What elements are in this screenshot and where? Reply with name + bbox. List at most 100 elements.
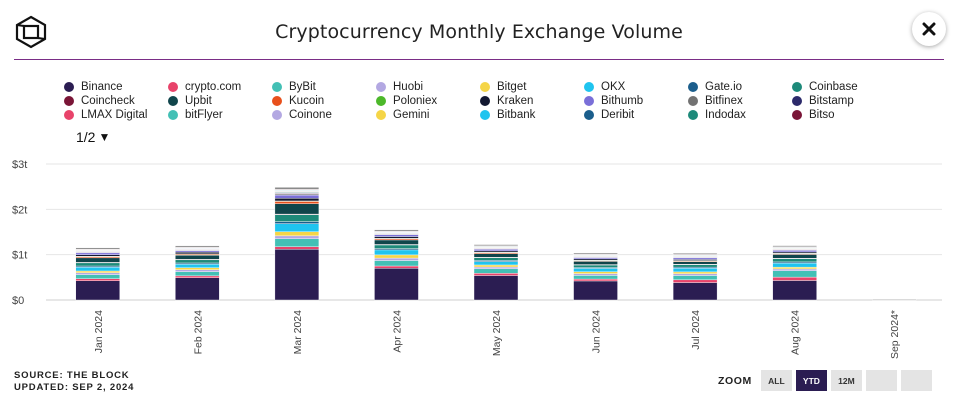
legend-item[interactable]: Gate.io xyxy=(688,81,742,93)
bar-segment xyxy=(374,254,419,259)
bar-segment xyxy=(772,276,817,281)
bar-segment xyxy=(75,262,120,267)
bar-segment xyxy=(175,259,220,264)
legend-swatch xyxy=(792,110,802,120)
legend-swatch xyxy=(584,96,594,106)
bar-segment xyxy=(374,268,419,301)
bar-segment xyxy=(672,268,718,273)
bar-segment xyxy=(473,249,519,252)
bar-segment xyxy=(274,231,320,237)
legend-item[interactable]: Gemini xyxy=(376,109,429,121)
y-tick-label: $3t xyxy=(12,159,27,171)
legend-label: Bitget xyxy=(497,81,527,93)
legend-item[interactable]: ByBit xyxy=(272,81,316,93)
zoom-controls: ZOOM ALL YTD 12M xyxy=(718,370,936,391)
legend-item[interactable]: Bitbank xyxy=(480,109,535,121)
bar-segment xyxy=(672,264,718,268)
bar-segment xyxy=(175,245,220,248)
bar-segment xyxy=(274,223,320,232)
legend-label: LMAX Digital xyxy=(81,109,148,121)
legend-item[interactable]: Coincheck xyxy=(64,95,135,107)
legend-item[interactable]: Coinbase xyxy=(792,81,858,93)
caret-down-icon[interactable]: ▼ xyxy=(98,130,111,144)
legend-swatch xyxy=(168,96,178,106)
zoom-empty-button[interactable] xyxy=(865,370,897,391)
x-tick-label: Jun 2024 xyxy=(591,310,603,353)
bar-segment xyxy=(772,268,817,271)
legend-item[interactable]: Indodax xyxy=(688,109,746,121)
zoom-empty-button[interactable] xyxy=(900,370,932,391)
legend-label: Coinbase xyxy=(809,81,858,93)
legend-item[interactable]: Bitfinex xyxy=(688,95,743,107)
bar-segment xyxy=(274,221,320,224)
bar-segment xyxy=(374,234,419,237)
legend-label: Bitfinex xyxy=(705,95,743,107)
legend-item[interactable]: Huobi xyxy=(376,81,423,93)
legend-item[interactable]: LMAX Digital xyxy=(64,109,147,121)
bar-segment xyxy=(473,266,519,270)
legend-item[interactable]: Coinone xyxy=(272,109,332,121)
x-tick-label: Aug 2024 xyxy=(790,310,802,355)
legend-item[interactable]: Kraken xyxy=(480,95,533,107)
legend-item[interactable]: OKX xyxy=(584,81,625,93)
legend-item[interactable]: Binance xyxy=(64,81,123,93)
bar-segment xyxy=(573,280,618,301)
legend-label: Kucoin xyxy=(289,95,325,107)
close-icon[interactable] xyxy=(922,22,936,36)
bar-segment xyxy=(75,257,120,263)
legend-item[interactable]: Bitstamp xyxy=(792,95,854,107)
legend-swatch xyxy=(64,110,74,120)
bar-segment xyxy=(75,278,120,281)
chart-footer: SOURCE: THE BLOCK UPDATED: SEP 2, 2024 xyxy=(14,370,134,394)
bar-segment xyxy=(175,250,220,253)
legend-swatch xyxy=(792,96,802,106)
legend-label: Coinone xyxy=(289,109,332,121)
legend-swatch xyxy=(272,96,282,106)
legend-swatch xyxy=(168,110,178,120)
bar-segment xyxy=(672,271,718,274)
legend-item[interactable]: bitFlyer xyxy=(168,109,223,121)
legend-pager[interactable]: 1/2 ▼ xyxy=(76,129,110,145)
x-tick-label: Jul 2024 xyxy=(690,310,702,350)
legend-item[interactable]: Poloniex xyxy=(376,95,437,107)
legend-page-indicator: 1/2 xyxy=(76,129,96,145)
updated-label: UPDATED: SEP 2, 2024 xyxy=(14,382,135,393)
bar-segment xyxy=(672,275,718,281)
legend-item[interactable]: Upbit xyxy=(168,95,212,107)
bar-segment xyxy=(374,260,419,267)
legend-label: ByBit xyxy=(289,81,316,93)
bar-segment xyxy=(374,249,419,256)
close-button[interactable] xyxy=(912,12,946,46)
bar-segment xyxy=(75,254,120,257)
legend-label: Indodax xyxy=(705,109,746,121)
legend-label: Huobi xyxy=(393,81,424,93)
legend-item[interactable]: Kucoin xyxy=(272,95,324,107)
legend-item[interactable]: Bitget xyxy=(480,81,526,93)
legend-swatch xyxy=(272,82,282,92)
zoom-ytd-button[interactable]: YTD xyxy=(795,370,827,391)
bar-segment xyxy=(772,258,817,263)
legend-swatch xyxy=(688,110,698,120)
zoom-12m-button[interactable]: 12M xyxy=(830,370,862,391)
bar-segment xyxy=(473,273,519,276)
bar-segment xyxy=(175,251,220,255)
bar-segment xyxy=(772,245,817,247)
x-tick-label: Mar 2024 xyxy=(292,310,304,355)
legend-label: Bitbank xyxy=(497,109,536,121)
legend-item[interactable]: Bitso xyxy=(792,109,835,121)
bar-segment xyxy=(573,273,618,276)
legend-label: Bithumb xyxy=(601,95,644,107)
bar-segment xyxy=(473,275,519,301)
legend-swatch xyxy=(792,82,802,92)
bar-segment xyxy=(573,278,618,282)
bar-segment xyxy=(175,267,220,270)
bar-segment xyxy=(872,299,917,301)
legend-item[interactable]: crypto.com xyxy=(168,81,241,93)
stacked-bar-chart: $0 $1t $2t $3t Jan 2024 Feb 2024 Mar 2024 Apr 2… xyxy=(12,159,942,359)
legend-item[interactable]: Bithumb xyxy=(584,95,643,107)
legend-item[interactable]: Deribit xyxy=(584,109,634,121)
zoom-all-button[interactable]: ALL xyxy=(760,370,792,391)
legend-label: bitFlyer xyxy=(185,109,223,121)
bar-segment xyxy=(175,277,220,301)
chart-title: Cryptocurrency Monthly Exchange Volume xyxy=(275,21,683,43)
